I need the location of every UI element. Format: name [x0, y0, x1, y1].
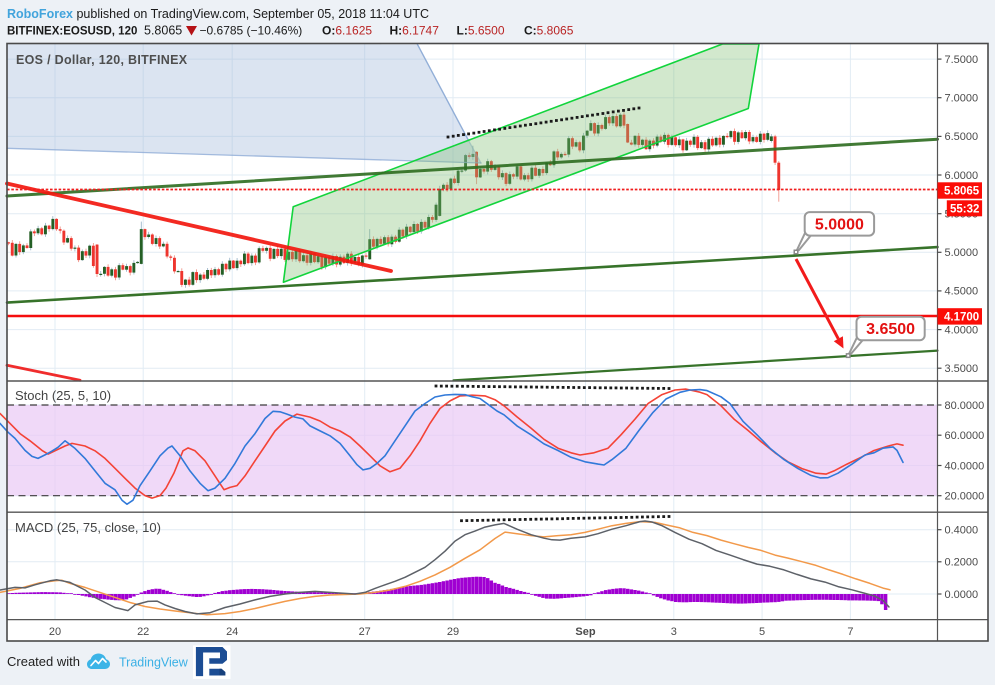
- svg-text:3: 3: [671, 626, 677, 638]
- svg-text:24: 24: [226, 626, 238, 638]
- svg-text:TradingView: TradingView: [119, 656, 189, 670]
- svg-text:7: 7: [847, 626, 853, 638]
- svg-text:O:6.1625: O:6.1625: [322, 24, 372, 38]
- svg-text:5.0000: 5.0000: [815, 216, 864, 233]
- svg-text:Created with: Created with: [7, 654, 80, 669]
- svg-text:5.8065: 5.8065: [144, 24, 182, 38]
- svg-text:60.0000: 60.0000: [945, 430, 985, 442]
- svg-text:−0.6785 (−10.46%): −0.6785 (−10.46%): [200, 24, 303, 38]
- svg-text:4.1700: 4.1700: [944, 311, 979, 323]
- svg-text:22: 22: [137, 626, 149, 638]
- svg-text:80.0000: 80.0000: [945, 400, 985, 412]
- svg-text:BITFINEX:EOSUSD, 120: BITFINEX:EOSUSD, 120: [7, 26, 137, 38]
- svg-text:0.2000: 0.2000: [945, 557, 979, 569]
- svg-text:40.0000: 40.0000: [945, 460, 985, 472]
- svg-text:3.5000: 3.5000: [945, 363, 979, 375]
- svg-text:Stoch (25, 5, 10): Stoch (25, 5, 10): [15, 388, 111, 403]
- svg-text:7.0000: 7.0000: [945, 93, 979, 105]
- svg-text:3.6500: 3.6500: [866, 321, 915, 338]
- svg-text:27: 27: [359, 626, 371, 638]
- svg-text:5: 5: [759, 626, 765, 638]
- svg-text:5.8065: 5.8065: [944, 186, 980, 198]
- svg-text:0.0000: 0.0000: [945, 589, 979, 601]
- svg-text:55:32: 55:32: [950, 203, 979, 215]
- svg-text:6.5000: 6.5000: [945, 131, 979, 143]
- svg-text:6.0000: 6.0000: [945, 170, 979, 182]
- svg-text:4.5000: 4.5000: [945, 286, 979, 298]
- svg-text:RoboForex published on Trading: RoboForex published on TradingView.com, …: [7, 7, 429, 21]
- svg-text:EOS / Dollar, 120, BITFINEX: EOS / Dollar, 120, BITFINEX: [16, 53, 188, 67]
- svg-text:H:6.1747: H:6.1747: [390, 24, 440, 38]
- svg-text:C:5.8065: C:5.8065: [524, 24, 574, 38]
- svg-text:Sep: Sep: [575, 626, 595, 638]
- svg-text:4.0000: 4.0000: [945, 324, 979, 336]
- svg-text:29: 29: [447, 626, 459, 638]
- svg-text:0.4000: 0.4000: [945, 525, 979, 537]
- svg-text:20.0000: 20.0000: [945, 491, 985, 503]
- svg-text:L:5.6500: L:5.6500: [457, 24, 505, 38]
- svg-text:20: 20: [49, 626, 61, 638]
- svg-text:5.0000: 5.0000: [945, 247, 979, 259]
- svg-text:MACD (25, 75, close, 10): MACD (25, 75, close, 10): [15, 520, 161, 535]
- svg-text:7.5000: 7.5000: [945, 54, 979, 66]
